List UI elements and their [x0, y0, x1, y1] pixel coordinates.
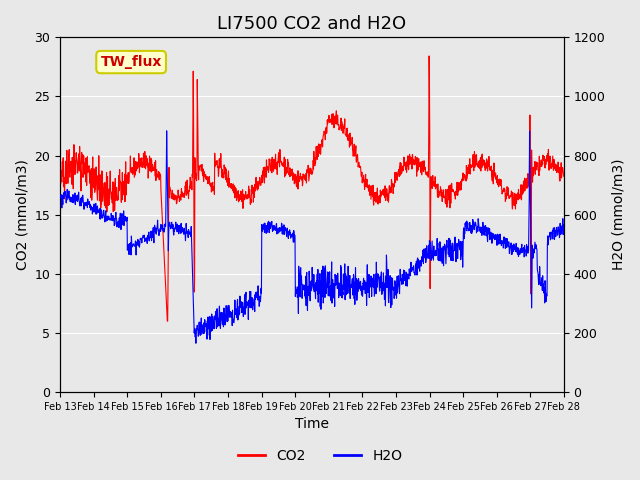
Title: LI7500 CO2 and H2O: LI7500 CO2 and H2O [218, 15, 406, 33]
Text: TW_flux: TW_flux [100, 55, 162, 69]
Legend: CO2, H2O: CO2, H2O [232, 443, 408, 468]
Y-axis label: H2O (mmol/m3): H2O (mmol/m3) [611, 159, 625, 270]
X-axis label: Time: Time [295, 418, 329, 432]
Y-axis label: CO2 (mmol/m3): CO2 (mmol/m3) [15, 159, 29, 270]
